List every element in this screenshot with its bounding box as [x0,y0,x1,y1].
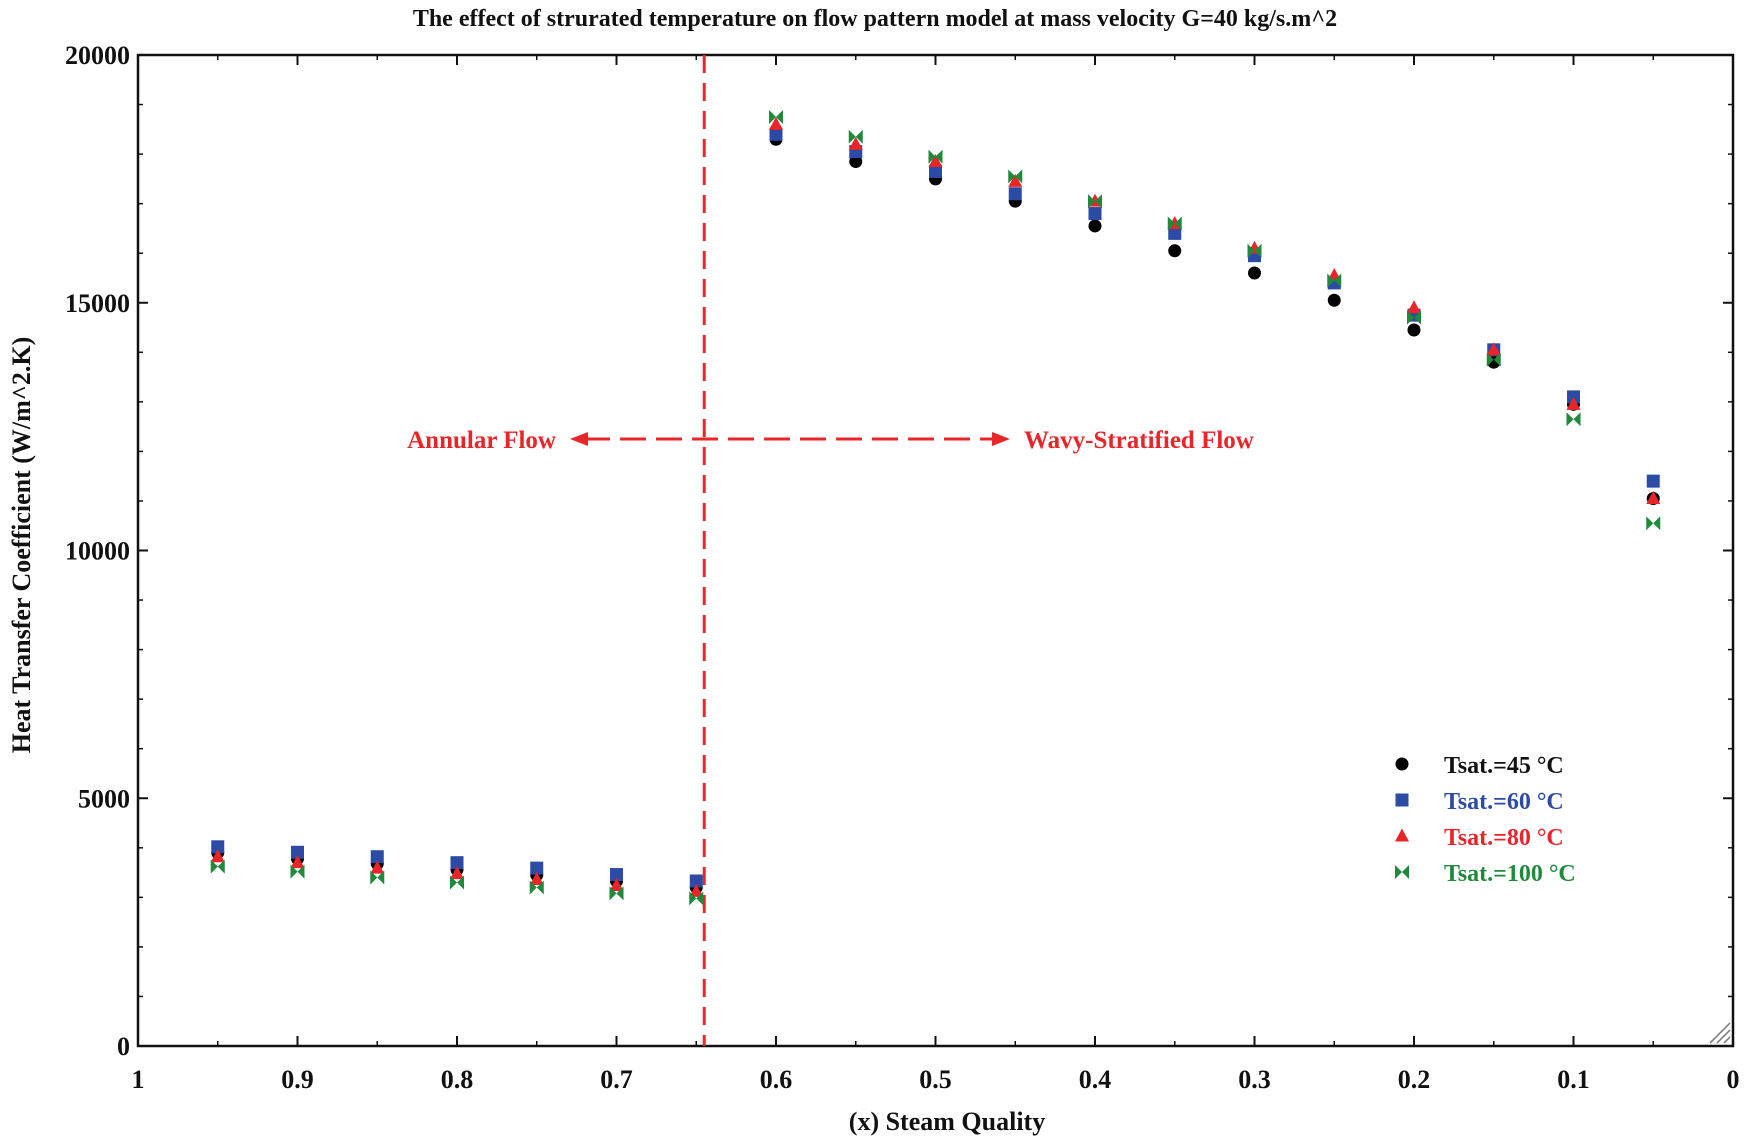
legend-label: Tsat.=80 °C [1444,825,1564,851]
y-tick-label: 10000 [65,537,130,566]
x-tick-label: 0.2 [1398,1065,1431,1094]
data-point [1008,169,1023,184]
series-4 [210,109,1661,906]
y-axis-label: Heat Transfer Coefficient (W/m^2.K) [7,337,36,754]
flow-pattern-annotation: Annular Flow Wavy-Stratified Flow [407,55,1254,1046]
y-tick-label: 15000 [65,289,130,318]
data-point [529,880,544,895]
data-point [1646,490,1661,504]
data-point [610,868,623,882]
annular-flow-label: Annular Flow [407,427,556,454]
data-point [450,866,464,880]
data-point [1247,243,1262,258]
legend-marker [1395,865,1409,879]
data-point [1088,207,1102,221]
data-point [848,136,863,150]
data-point [450,856,464,870]
data-points [210,109,1661,906]
plot-frame [136,53,1735,1048]
data-point [450,875,464,890]
legend-label: Tsat.=100 °C [1444,861,1576,887]
legend-label: Tsat.=45 °C [1444,753,1564,779]
data-point [1646,516,1661,531]
resize-grip-line [1723,1036,1731,1044]
data-point [1167,216,1182,231]
x-tick-label: 0.3 [1238,1065,1271,1094]
data-point [1168,244,1182,258]
arrow-head-right [992,432,1010,447]
data-point [928,154,943,168]
data-point [769,127,783,141]
data-point [1407,310,1421,325]
data-point [210,849,225,863]
data-point [1407,323,1421,337]
x-tick-label: 0.1 [1557,1065,1590,1094]
x-tick-label: 0.6 [760,1065,793,1094]
data-point [848,129,863,144]
series-2 [211,127,1660,888]
data-point [290,864,305,879]
data-point [1168,226,1182,240]
y-axis-ticks: 0 5000 10000 15000 20000 [65,41,1733,1061]
x-tick-label: 0.7 [600,1065,633,1094]
data-point [529,872,544,886]
resize-grip-line [1716,1029,1731,1044]
data-point [370,870,385,885]
y-tick-label: 0 [117,1032,130,1061]
data-point [1008,173,1023,187]
data-point [689,874,703,888]
data-point [769,116,783,130]
data-point [769,109,783,124]
data-point [689,891,704,906]
legend-label: Tsat.=60 °C [1444,789,1564,815]
data-point [1407,300,1421,314]
data-point [1327,273,1342,288]
legend-marker [1395,828,1409,842]
series-1 [211,132,1660,894]
data-point [609,877,624,891]
data-point [849,155,863,169]
data-point [1248,266,1261,280]
x-tick-label: 0.4 [1079,1065,1112,1094]
x-tick-label: 0.9 [281,1065,314,1094]
x-axis-ticks: 1 0.9 0.8 0.7 0.6 0.5 0.4 0.3 0.2 0.1 0 [132,55,1740,1094]
legend-marker [1395,757,1409,771]
data-point [1088,219,1102,233]
data-point [928,149,943,164]
data-point [1088,194,1102,209]
data-point [1327,293,1341,307]
data-point [210,859,225,874]
x-tick-label: 0.8 [441,1065,474,1094]
data-point [211,840,225,854]
y-tick-label: 20000 [65,41,130,70]
series-3 [210,116,1661,897]
legend: Tsat.=45 °C Tsat.=60 °C Tsat.=80 °C Tsat.=1… [1395,753,1576,887]
data-point [370,860,385,874]
data-point [929,164,942,178]
y-tick-label: 5000 [78,784,130,813]
x-tick-label: 0.5 [919,1065,952,1094]
data-point [291,845,304,859]
chart-title: The effect of strurated temperature on f… [413,6,1337,32]
data-point [1008,187,1022,201]
x-tick-label: 1 [132,1065,145,1094]
plot-border [136,53,1735,1048]
resize-grip-line [1709,1022,1731,1044]
x-axis-label: (x) Steam Quality [849,1107,1045,1136]
data-point [1486,352,1501,367]
data-point [689,883,704,897]
data-point [1486,342,1501,356]
data-point [1566,396,1581,410]
data-point [1566,412,1581,427]
data-point [290,855,305,869]
data-point [370,850,384,864]
x-tick-label: 0 [1727,1065,1740,1094]
arrow-head-left [570,432,588,447]
data-point [530,861,544,875]
legend-marker [1395,793,1409,807]
wavy-stratified-flow-label: Wavy-Stratified Flow [1024,427,1254,454]
data-point [1646,474,1660,488]
data-point [609,886,624,901]
